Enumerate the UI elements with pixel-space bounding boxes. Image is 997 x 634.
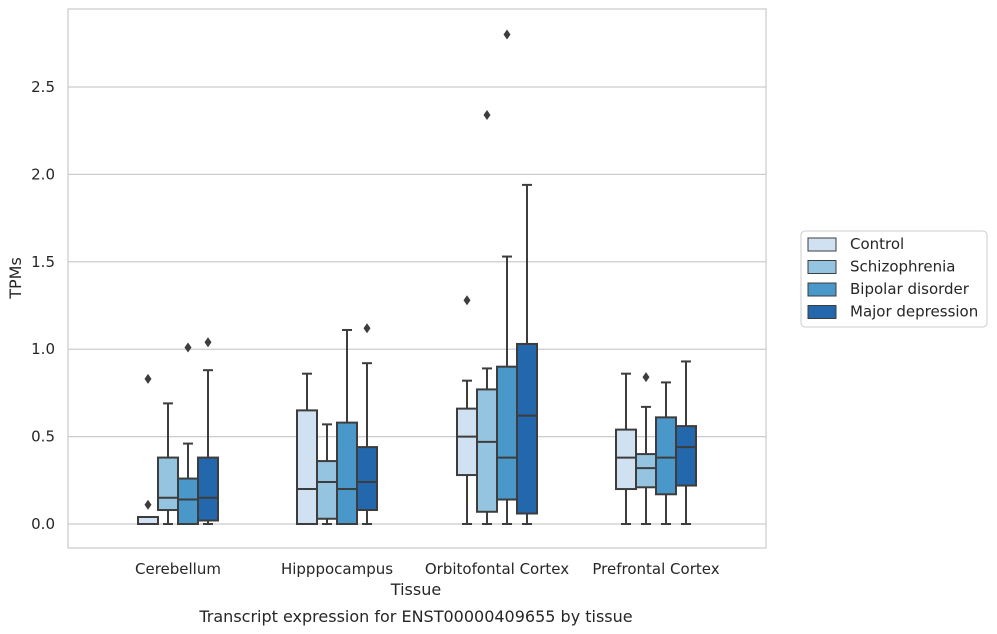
- legend: Control Schizophrenia Bipolar disorder Majo…: [800, 230, 988, 328]
- outlier-point: [483, 109, 491, 120]
- x-axis-ticks: Cerebellum Hipppocampus Orbitofontal Corte…: [135, 560, 720, 578]
- box-iqr: [615, 428, 637, 491]
- y-tick-label: 1.5: [31, 253, 55, 271]
- legend-swatch: [807, 282, 837, 297]
- box: [635, 372, 657, 525]
- series-bipolar-disorder: [177, 29, 677, 525]
- legend-label: Bipolar disorder: [850, 280, 970, 298]
- outlier-point: [144, 373, 152, 384]
- legend-frame: [800, 230, 988, 328]
- outlier-point: [204, 337, 212, 348]
- box-iqr: [476, 388, 498, 513]
- legend-label: Schizophrenia: [850, 258, 955, 276]
- legend-swatch: [807, 237, 837, 252]
- outlier-point: [463, 295, 471, 306]
- y-axis-ticks: 0.0 0.5 1.0 1.5 2.0 2.5: [31, 78, 55, 533]
- box: [137, 373, 159, 525]
- y-tick-label: 0.0: [31, 515, 55, 533]
- box: [296, 372, 318, 526]
- outlier-point: [144, 499, 152, 510]
- x-tick-label: Prefrontal Cortex: [592, 560, 719, 578]
- box-iqr: [137, 516, 159, 525]
- figure-caption: Transcript expression for ENST0000040965…: [198, 607, 632, 626]
- box: [356, 323, 378, 525]
- y-axis-label: TPMs: [6, 257, 25, 300]
- y-tick-label: 2.5: [31, 78, 55, 96]
- box-iqr: [177, 477, 199, 525]
- box-iqr: [635, 453, 657, 489]
- y-tick-label: 0.5: [31, 428, 55, 446]
- y-tick-label: 2.0: [31, 165, 55, 183]
- plot-area-frame: [67, 8, 767, 549]
- series-control: [137, 295, 637, 526]
- outlier-point: [363, 323, 371, 334]
- legend-item: Schizophrenia: [807, 258, 955, 276]
- box: [615, 372, 637, 525]
- series-schizophrenia: [157, 109, 657, 525]
- legend-label: Control: [850, 235, 904, 253]
- box-series: [137, 29, 697, 526]
- box-iqr: [655, 416, 677, 496]
- box: [197, 337, 219, 525]
- box: [157, 402, 179, 525]
- series-major-depression: [197, 183, 697, 525]
- outlier-point: [503, 29, 511, 40]
- box: [675, 360, 697, 525]
- legend-swatch: [807, 260, 837, 274]
- box: [336, 328, 358, 525]
- box-iqr: [516, 342, 538, 515]
- box-iqr: [496, 365, 518, 501]
- box: [655, 381, 677, 525]
- box-iqr: [356, 446, 378, 512]
- box: [476, 109, 498, 525]
- legend-item: Control: [807, 235, 904, 253]
- box-iqr: [296, 409, 318, 526]
- box-iqr: [157, 456, 179, 512]
- legend-item: Major depression: [807, 303, 978, 321]
- box-iqr: [675, 425, 697, 487]
- box-iqr: [316, 460, 338, 520]
- x-tick-label: Orbitofontal Cortex: [425, 560, 569, 578]
- x-tick-label: Cerebellum: [135, 560, 221, 578]
- legend-swatch: [807, 305, 837, 319]
- x-tick-label: Hipppocampus: [281, 560, 393, 578]
- legend-item: Bipolar disorder: [807, 280, 970, 298]
- box-iqr: [197, 456, 219, 522]
- outlier-point: [642, 372, 650, 383]
- legend-label: Major depression: [850, 303, 978, 321]
- y-tick-label: 1.0: [31, 340, 55, 358]
- x-axis-label: Tissue: [390, 580, 441, 599]
- box: [456, 295, 478, 525]
- box-iqr: [336, 421, 358, 525]
- box-iqr: [456, 407, 478, 477]
- box: [316, 423, 338, 525]
- box: [177, 342, 199, 525]
- outlier-point: [184, 342, 192, 353]
- box: [496, 29, 518, 525]
- box: [516, 183, 538, 525]
